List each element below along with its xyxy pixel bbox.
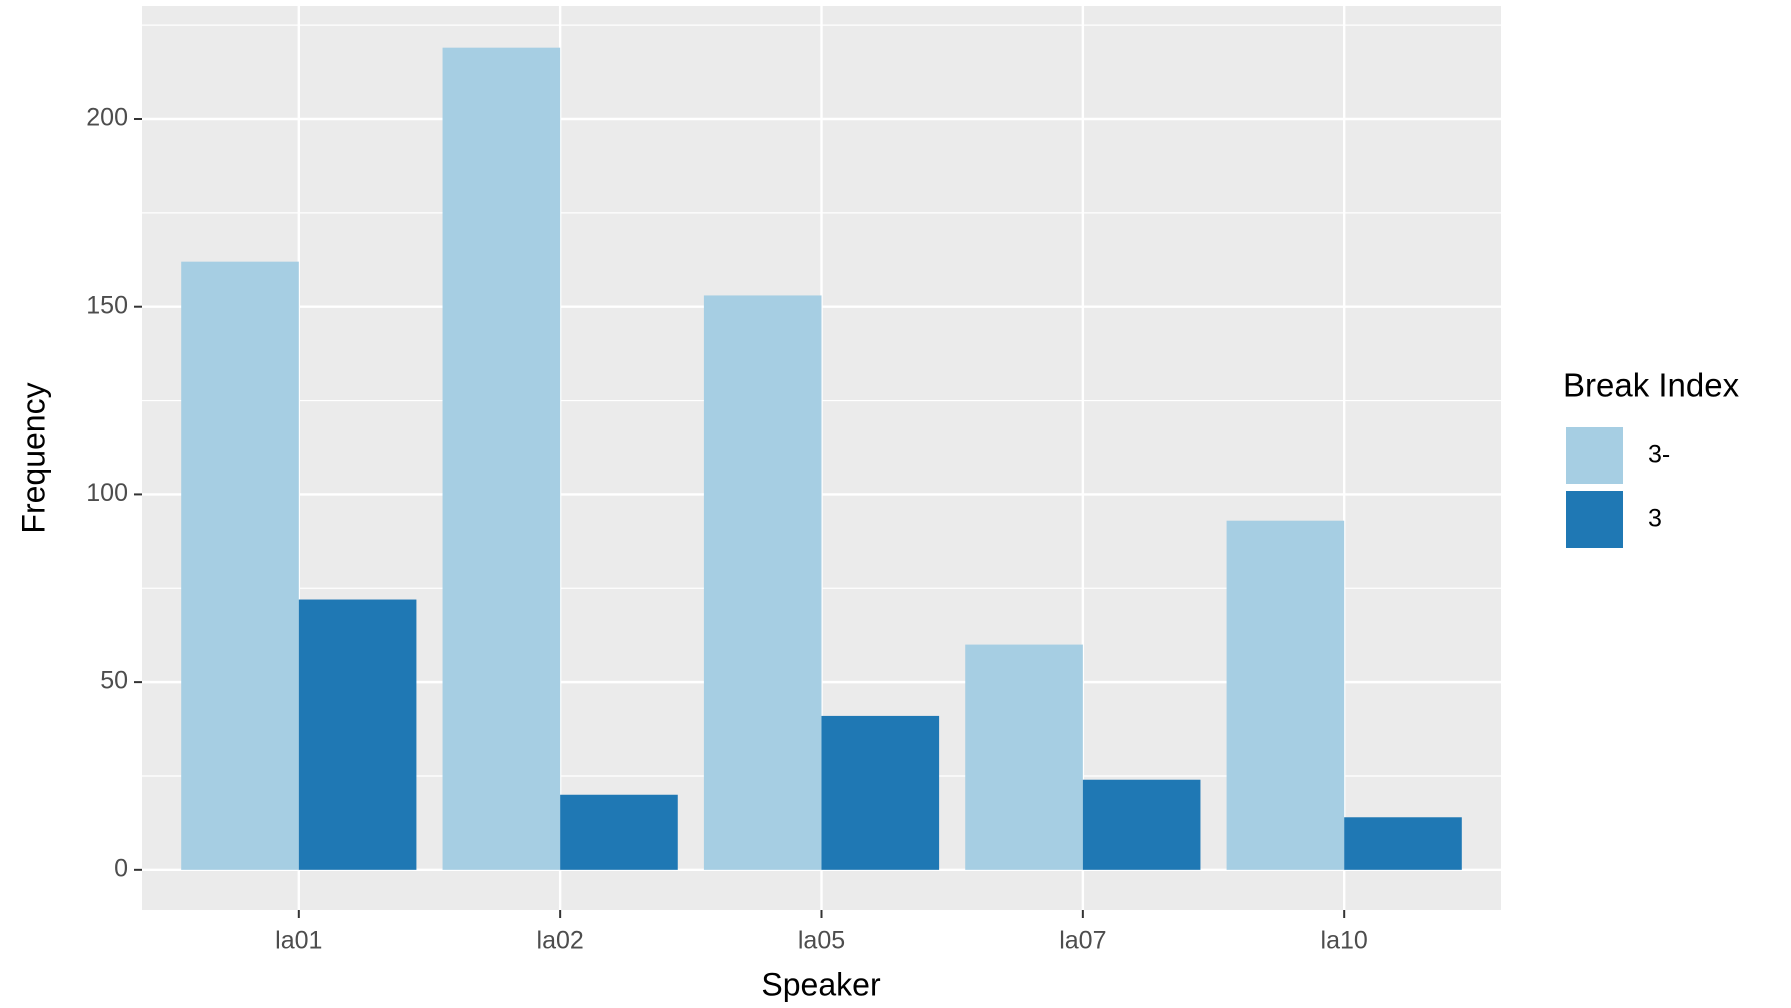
x-tick-label: la07 (1059, 927, 1106, 955)
y-tick-label: 50 (100, 667, 128, 695)
x-tick-label: la01 (275, 927, 322, 955)
x-tick-label: la02 (537, 927, 584, 955)
bar (560, 794, 678, 870)
bar (965, 644, 1083, 870)
bar (181, 261, 299, 870)
x-tick-label: la05 (798, 927, 845, 955)
legend-label: 3- (1648, 441, 1670, 469)
bar (1082, 779, 1201, 870)
x-tick-label: la10 (1321, 927, 1368, 955)
bar (442, 47, 561, 870)
bar (298, 599, 417, 870)
bar (1344, 817, 1462, 870)
bar (703, 295, 822, 870)
y-axis-title: Frequency (15, 382, 51, 533)
legend-key (1564, 489, 1625, 550)
x-axis-title: Speaker (761, 966, 881, 1002)
bar (1226, 520, 1345, 870)
y-tick-label: 0 (114, 854, 128, 882)
y-tick-label: 150 (86, 291, 128, 319)
y-tick-label: 200 (86, 104, 128, 132)
legend-key (1564, 425, 1625, 486)
legend-title: Break Index (1563, 367, 1740, 404)
legend-label: 3 (1648, 505, 1662, 533)
y-tick-label: 100 (86, 479, 128, 507)
bar (821, 715, 940, 870)
